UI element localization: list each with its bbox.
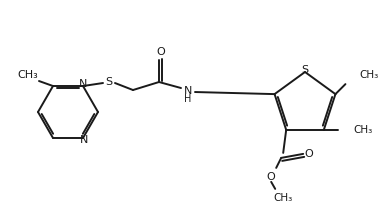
Text: CH₃: CH₃ [17,70,38,80]
Text: S: S [106,77,113,87]
Text: CH₃: CH₃ [359,70,379,80]
Text: N: N [184,86,192,96]
Text: CH₃: CH₃ [354,125,373,135]
Text: CH₃: CH₃ [274,193,293,203]
Text: H: H [184,94,192,104]
Text: N: N [79,79,87,89]
Text: O: O [305,149,314,159]
Text: N: N [80,135,88,145]
Text: O: O [267,172,275,182]
Text: S: S [301,65,308,75]
Text: O: O [157,47,165,57]
